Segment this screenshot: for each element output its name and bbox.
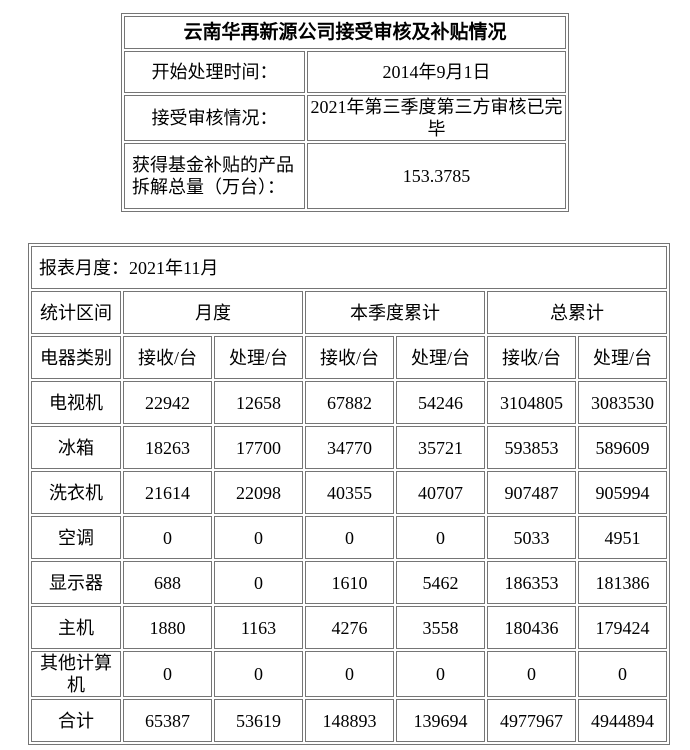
data-cell: 12658 xyxy=(214,381,303,424)
data-cell: 3083530 xyxy=(578,381,667,424)
audit-row-value: 2021年第三季度第三方审核已完毕 xyxy=(307,95,567,141)
data-cell: 0 xyxy=(305,651,394,697)
data-cell: 0 xyxy=(578,651,667,697)
data-cell: 0 xyxy=(214,561,303,604)
data-cell: 54246 xyxy=(396,381,485,424)
data-cell: 0 xyxy=(396,651,485,697)
data-cell: 0 xyxy=(305,516,394,559)
data-cell: 0 xyxy=(396,516,485,559)
report-month-value: 2021年11月 xyxy=(129,257,219,278)
data-cell: 67882 xyxy=(305,381,394,424)
audit-subsidy-table: 云南华再新源公司接受审核及补贴情况 开始处理时间： 2014年9月1日 接受审核… xyxy=(121,13,570,212)
data-cell: 1163 xyxy=(214,606,303,649)
data-cell: 3558 xyxy=(396,606,485,649)
data-cell: 186353 xyxy=(487,561,576,604)
data-cell: 139694 xyxy=(396,699,485,742)
column-header-quarter-group: 本季度累计 xyxy=(305,291,485,334)
data-cell: 65387 xyxy=(123,699,212,742)
data-cell: 22098 xyxy=(214,471,303,514)
audit-row-label: 开始处理时间： xyxy=(124,51,305,93)
data-cell: 589609 xyxy=(578,426,667,469)
category-cell: 合计 xyxy=(31,699,121,742)
table-row: 冰箱 18263 17700 34770 35721 593853 589609 xyxy=(31,426,667,469)
data-cell: 688 xyxy=(123,561,212,604)
category-cell: 电视机 xyxy=(31,381,121,424)
table-row: 云南华再新源公司接受审核及补贴情况 xyxy=(124,16,567,49)
audit-row-value: 153.3785 xyxy=(307,143,567,209)
table-row: 接受审核情况： 2021年第三季度第三方审核已完毕 xyxy=(124,95,567,141)
category-cell: 其他计算机 xyxy=(31,651,121,697)
audit-row-label: 获得基金补贴的产品拆解总量（万台）： xyxy=(124,143,305,209)
data-cell: 1880 xyxy=(123,606,212,649)
data-cell: 593853 xyxy=(487,426,576,469)
data-cell: 35721 xyxy=(396,426,485,469)
audit-row-value: 2014年9月1日 xyxy=(307,51,567,93)
column-header-total-group: 总累计 xyxy=(487,291,667,334)
audit-table-title: 云南华再新源公司接受审核及补贴情况 xyxy=(124,16,567,49)
column-header-processed: 处理/台 xyxy=(214,336,303,379)
category-cell: 显示器 xyxy=(31,561,121,604)
data-cell: 4276 xyxy=(305,606,394,649)
table-row: 电器类别 接收/台 处理/台 接收/台 处理/台 接收/台 处理/台 xyxy=(31,336,667,379)
data-cell: 53619 xyxy=(214,699,303,742)
report-month-label: 报表月度： xyxy=(39,257,129,278)
column-header-processed: 处理/台 xyxy=(396,336,485,379)
data-cell: 18263 xyxy=(123,426,212,469)
table-row: 其他计算机 0 0 0 0 0 0 xyxy=(31,651,667,697)
data-cell: 22942 xyxy=(123,381,212,424)
data-cell: 3104805 xyxy=(487,381,576,424)
table-row: 统计区间 月度 本季度累计 总累计 xyxy=(31,291,667,334)
column-header-period: 统计区间 xyxy=(31,291,121,334)
data-cell: 148893 xyxy=(305,699,394,742)
table-row: 开始处理时间： 2014年9月1日 xyxy=(124,51,567,93)
data-cell: 0 xyxy=(214,651,303,697)
data-cell: 40707 xyxy=(396,471,485,514)
column-header-category: 电器类别 xyxy=(31,336,121,379)
table-row: 获得基金补贴的产品拆解总量（万台）： 153.3785 xyxy=(124,143,567,209)
table-row: 空调 0 0 0 0 5033 4951 xyxy=(31,516,667,559)
column-header-processed: 处理/台 xyxy=(578,336,667,379)
column-header-received: 接收/台 xyxy=(487,336,576,379)
category-cell: 洗衣机 xyxy=(31,471,121,514)
data-cell: 180436 xyxy=(487,606,576,649)
table-row: 报表月度：2021年11月 xyxy=(31,246,667,289)
column-header-month-group: 月度 xyxy=(123,291,303,334)
report-month-cell: 报表月度：2021年11月 xyxy=(31,246,667,289)
data-cell: 181386 xyxy=(578,561,667,604)
column-header-received: 接收/台 xyxy=(305,336,394,379)
table-row: 电视机 22942 12658 67882 54246 3104805 3083… xyxy=(31,381,667,424)
category-cell: 主机 xyxy=(31,606,121,649)
category-cell: 冰箱 xyxy=(31,426,121,469)
data-cell: 17700 xyxy=(214,426,303,469)
data-cell: 5462 xyxy=(396,561,485,604)
column-header-received: 接收/台 xyxy=(123,336,212,379)
table-row: 洗衣机 21614 22098 40355 40707 907487 90599… xyxy=(31,471,667,514)
data-cell: 907487 xyxy=(487,471,576,514)
table-row: 主机 1880 1163 4276 3558 180436 179424 xyxy=(31,606,667,649)
data-cell: 4944894 xyxy=(578,699,667,742)
data-cell: 4951 xyxy=(578,516,667,559)
data-cell: 40355 xyxy=(305,471,394,514)
data-cell: 0 xyxy=(123,651,212,697)
data-cell: 34770 xyxy=(305,426,394,469)
data-cell: 179424 xyxy=(578,606,667,649)
data-cell: 4977967 xyxy=(487,699,576,742)
data-cell: 0 xyxy=(123,516,212,559)
data-cell: 0 xyxy=(214,516,303,559)
monthly-report-table: 报表月度：2021年11月 统计区间 月度 本季度累计 总累计 电器类别 接收/… xyxy=(28,243,670,745)
data-cell: 1610 xyxy=(305,561,394,604)
table-row: 显示器 688 0 1610 5462 186353 181386 xyxy=(31,561,667,604)
audit-row-label: 接受审核情况： xyxy=(124,95,305,141)
data-cell: 21614 xyxy=(123,471,212,514)
table-row: 合计 65387 53619 148893 139694 4977967 494… xyxy=(31,699,667,742)
category-cell: 空调 xyxy=(31,516,121,559)
data-cell: 905994 xyxy=(578,471,667,514)
data-cell: 0 xyxy=(487,651,576,697)
data-cell: 5033 xyxy=(487,516,576,559)
